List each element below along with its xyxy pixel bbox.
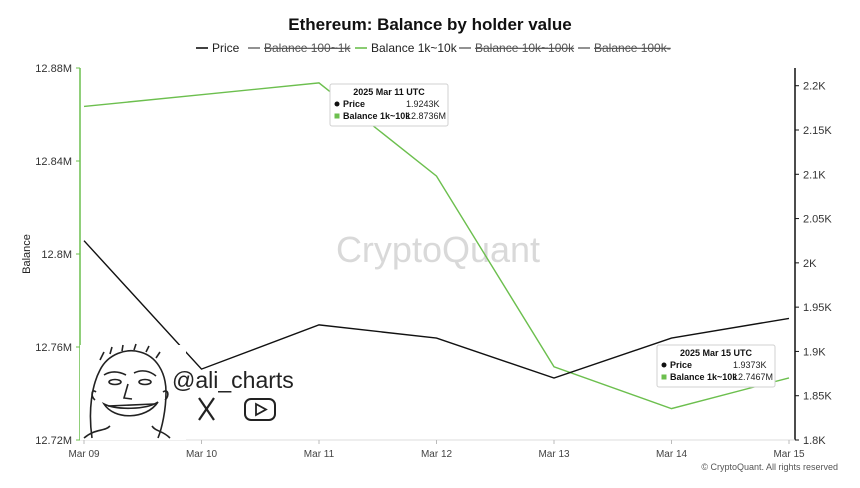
x-tick-label-0: Mar 09: [68, 449, 100, 460]
legend-item-3[interactable]: Balance 10k~100k: [475, 41, 575, 55]
tooltip-box-1: [656, 344, 776, 388]
tooltip-label-1-1: Balance 1k~10k: [670, 372, 738, 382]
tooltip-label-0-1: Balance 1k~10k: [343, 111, 411, 121]
legend: Price Balance 100~1k Balance 1k~10k Balance…: [196, 41, 671, 55]
left-axis-title: Balance: [21, 234, 33, 274]
left-tick-label-0: 12.72M: [35, 435, 72, 447]
troll-face-icon: [83, 343, 171, 439]
legend-item-2[interactable]: Balance 1k~10k: [371, 41, 458, 55]
legend-item-4[interactable]: Balance 100k-: [594, 41, 671, 55]
x-tick-label-4: Mar 13: [538, 449, 570, 460]
copyright: © CryptoQuant. All rights reserved: [701, 462, 838, 472]
tooltip-value-0-0: 1.9243K: [406, 99, 440, 109]
right-tick-label-4: 2K: [803, 258, 817, 270]
left-tick-label-1: 12.76M: [35, 342, 72, 354]
right-tick-label-5: 2.05K: [803, 214, 832, 226]
face-background: [80, 345, 186, 440]
tooltip-value-0-1: 12.8736M: [406, 111, 446, 121]
tooltip-0: 2025 Mar 11 UTC Price 1.9243K Balance 1k~10…: [329, 83, 449, 127]
left-tick-label-2: 12.8M: [41, 249, 72, 261]
right-tick-label-1: 1.85K: [803, 391, 832, 403]
right-tick-label-2: 1.9K: [803, 346, 826, 358]
x-tick-label-5: Mar 14: [656, 449, 688, 460]
right-axis-ticks: 1.8K 1.85K 1.9K 1.95K 2K 2.05K 2.1K 2.15K 2.2K: [795, 81, 832, 447]
tooltip-label-0-0: Price: [343, 99, 365, 109]
ali-charts-overlay: @ali_charts: [80, 343, 294, 440]
x-tick-label-3: Mar 12: [421, 449, 453, 460]
handle-text: @ali_charts: [172, 367, 294, 393]
tooltip-dot-1-0: [661, 362, 667, 368]
tooltip-title-0: 2025 Mar 11 UTC: [353, 87, 425, 97]
left-tick-label-3: 12.84M: [35, 156, 72, 168]
tooltip-title-1: 2025 Mar 15 UTC: [680, 348, 753, 358]
chart-title: Ethereum: Balance by holder value: [288, 15, 571, 34]
tooltip-label-1-0: Price: [670, 360, 692, 370]
tooltip-dot-0-0: [334, 101, 340, 107]
x-logo-icon: [198, 397, 215, 421]
tooltip-square-0-1: [334, 113, 340, 119]
series-line-balance-1k-10k[interactable]: [83, 82, 790, 410]
tooltip-square-1-1: [661, 374, 667, 380]
left-tick-label-4: 12.88M: [35, 63, 72, 75]
youtube-icon: [244, 398, 276, 421]
x-tick-label-1: Mar 10: [186, 449, 218, 460]
x-tick-label-6: Mar 15: [773, 449, 805, 460]
x-axis-ticks: Mar 09 Mar 10 Mar 11 Mar 12 Mar 13 Mar 14 Mar …: [68, 440, 805, 460]
legend-item-1[interactable]: Balance 100~1k: [264, 41, 351, 55]
right-tick-label-6: 2.1K: [803, 169, 826, 181]
right-tick-label-7: 2.15K: [803, 125, 832, 137]
right-tick-label-8: 2.2K: [803, 81, 826, 93]
watermark: CryptoQuant: [336, 229, 540, 270]
legend-item-0[interactable]: Price: [212, 41, 240, 55]
tooltip-value-1-1: 12.7467M: [733, 372, 773, 382]
left-axis-ticks: 12.72M 12.76M 12.8M 12.84M 12.88M: [35, 63, 80, 447]
series-group: [83, 82, 790, 410]
tooltips: 2025 Mar 11 UTC Price 1.9243K Balance 1k~10…: [329, 83, 776, 388]
right-tick-label-3: 1.95K: [803, 302, 832, 314]
tooltip-value-1-0: 1.9373K: [733, 360, 767, 370]
tooltip-box-0: [329, 83, 449, 127]
right-tick-label-0: 1.8K: [803, 435, 826, 447]
series-line-price[interactable]: [83, 240, 790, 379]
x-tick-label-2: Mar 11: [304, 449, 335, 460]
tooltip-1: 2025 Mar 15 UTC Price 1.9373K Balance 1k~10…: [656, 344, 776, 388]
